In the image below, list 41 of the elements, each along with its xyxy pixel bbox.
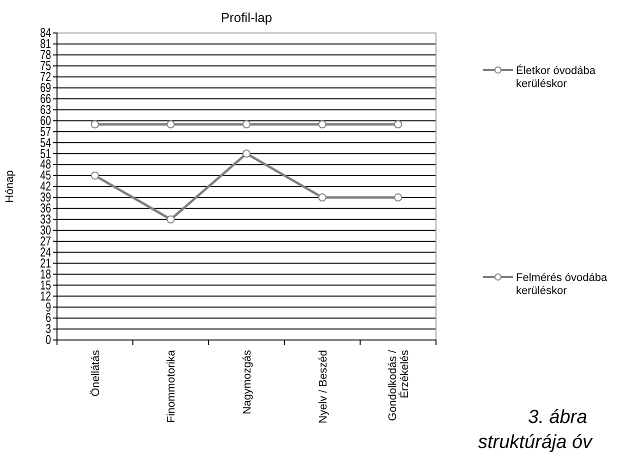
y-tick-label: 72 <box>40 70 51 84</box>
point <box>318 120 326 128</box>
y-tick-label: 9 <box>46 301 51 315</box>
legend-label: Felmérés óvodába kerüléskor <box>516 272 608 297</box>
y-tick-label: 66 <box>40 92 51 106</box>
y-tick-label: 60 <box>40 114 51 128</box>
point <box>242 120 251 128</box>
y-tick-label: 51 <box>40 148 51 162</box>
y-tick-label: 63 <box>40 104 51 118</box>
text: struktúrája óv <box>478 432 594 453</box>
point <box>90 120 99 128</box>
point <box>318 193 326 202</box>
y-tick-label: 48 <box>40 158 51 172</box>
point <box>394 120 402 128</box>
x-tick-label: Nyelv / Beszéd <box>317 350 330 424</box>
point <box>166 120 175 128</box>
x-tick-label: Gondolkodás / Érzékelés <box>387 349 412 421</box>
y-tick-label: 30 <box>40 224 51 238</box>
y-tick-label: 24 <box>40 246 52 260</box>
point <box>90 171 99 180</box>
y-tick-label: 75 <box>40 60 51 74</box>
y-tick-label: 69 <box>40 82 51 96</box>
y-tick-label: 33 <box>40 213 51 227</box>
y-tick-label: 27 <box>40 235 51 249</box>
y-axis-title: Hónap <box>4 170 16 203</box>
chart-title: Profil-lap <box>220 10 272 25</box>
x-tick-label: Finommotorika <box>166 349 178 423</box>
y-tick-label: 12 <box>40 290 51 304</box>
text: 3. ábra <box>528 407 588 428</box>
y-tick-label: 57 <box>40 126 51 140</box>
x-tick-label: Önellátás <box>88 350 102 396</box>
point <box>242 150 251 158</box>
point <box>166 215 175 224</box>
x-tick-label: Nagymozgás <box>242 350 254 414</box>
y-tick-label: 54 <box>40 136 52 150</box>
y-tick-label: 21 <box>40 257 51 271</box>
y-tick-label: 18 <box>40 268 51 282</box>
legend-label: Életkor óvodába kerüléskor <box>516 64 596 90</box>
point <box>394 193 402 202</box>
y-tick-label: 6 <box>46 312 51 326</box>
y-tick-label: 15 <box>40 279 51 293</box>
